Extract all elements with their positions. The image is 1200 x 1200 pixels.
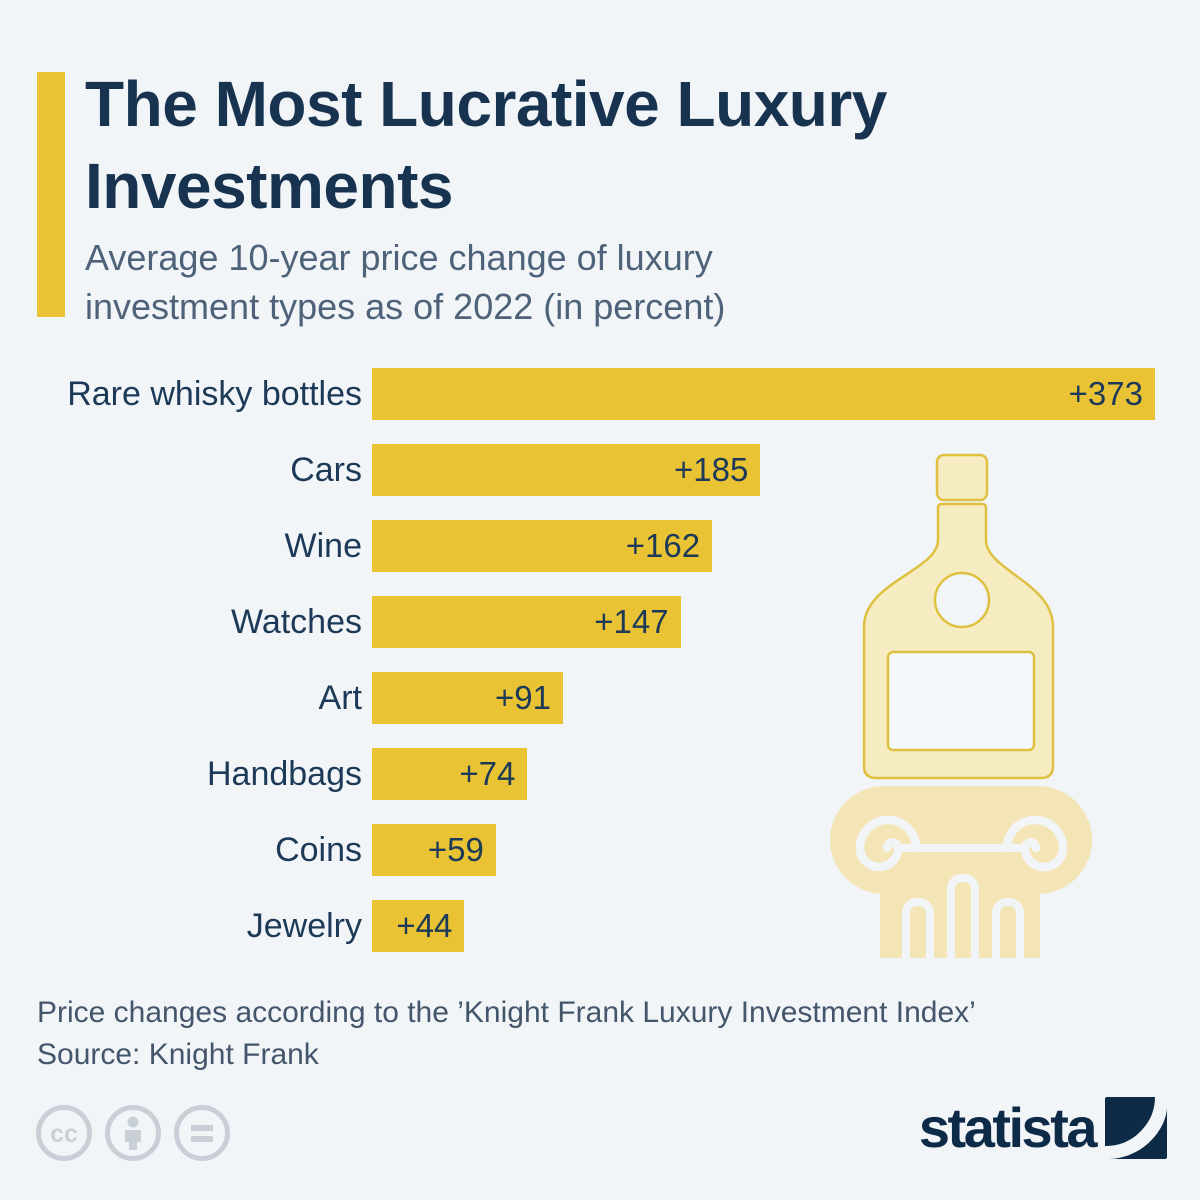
bar: +91	[372, 672, 564, 724]
license-icons: cc	[35, 1104, 231, 1162]
bar-value-label: +185	[674, 451, 749, 488]
footnote: Price changes according to the ’Knight F…	[37, 992, 976, 1076]
bar-value-label: +74	[459, 755, 516, 792]
footnote-source: Source: Knight Frank	[37, 1038, 319, 1071]
category-label: Coins	[275, 830, 362, 869]
bar-track: +91	[372, 672, 1155, 724]
chart-row: Watches +147	[40, 596, 1155, 648]
category-label: Cars	[290, 450, 362, 489]
bar-value-label: +147	[594, 603, 669, 640]
statista-logo: statista	[919, 1095, 1167, 1160]
bar: +44	[372, 900, 465, 952]
bar-value-label: +373	[1068, 375, 1143, 412]
bar-value-label: +59	[427, 831, 484, 868]
chart-row: Cars +185	[40, 444, 1155, 496]
chart-subtitle: Average 10-year price change of luxury i…	[85, 237, 726, 327]
statista-wordmark: statista	[918, 1096, 1098, 1159]
column-capital	[830, 786, 1092, 894]
bar: +162	[372, 520, 713, 572]
chart-row: Rare whisky bottles +373	[40, 368, 1155, 420]
chart-row: Coins +59	[40, 824, 1155, 876]
bar: +373	[372, 368, 1155, 420]
bottle-label	[886, 650, 1036, 752]
category-label: Wine	[284, 526, 362, 565]
category-label: Jewelry	[246, 906, 362, 945]
bar: +185	[372, 444, 761, 496]
chart-row: Jewelry +44	[40, 900, 1155, 952]
left-volute	[855, 815, 921, 872]
category-label: Art	[318, 678, 362, 717]
statista-mark-icon	[1105, 1096, 1167, 1159]
category-label: Rare whisky bottles	[67, 374, 362, 413]
title-accent-bar	[37, 72, 65, 317]
bar-track: +373	[372, 368, 1155, 420]
chart-row: Handbags +74	[40, 748, 1155, 800]
bar-track: +74	[372, 748, 1155, 800]
cc-icon: cc	[36, 1105, 92, 1161]
bar-value-label: +44	[396, 907, 453, 944]
nd-icon	[174, 1105, 230, 1161]
bar-value-label: +91	[495, 679, 552, 716]
page-title: The Most Lucrative Luxury Investments	[85, 68, 887, 222]
whisky-bottle-on-column-illustration	[830, 453, 1092, 958]
bar-chart: Rare whisky bottles +373 Cars +185 Wine +162 W…	[40, 368, 1155, 976]
right-volute	[1002, 815, 1068, 872]
bar-track: +185	[372, 444, 1155, 496]
bottle-cap	[935, 453, 989, 502]
bar-track: +44	[372, 900, 1155, 952]
bar: +59	[372, 824, 496, 876]
bar-track: +162	[372, 520, 1155, 572]
bar: +74	[372, 748, 528, 800]
bar-track: +147	[372, 596, 1155, 648]
bottle-hole	[933, 571, 991, 629]
bar: +147	[372, 596, 681, 648]
footnote-note: Price changes according to the ’Knight F…	[37, 996, 976, 1029]
bar-track: +59	[372, 824, 1155, 876]
attribution-icon	[105, 1105, 161, 1161]
category-label: Handbags	[206, 754, 362, 793]
chart-row: Wine +162	[40, 520, 1155, 572]
bar-value-label: +162	[625, 527, 701, 564]
svg-text:cc: cc	[50, 1120, 78, 1148]
chart-row: Art +91	[40, 672, 1155, 724]
category-label: Watches	[230, 602, 362, 641]
